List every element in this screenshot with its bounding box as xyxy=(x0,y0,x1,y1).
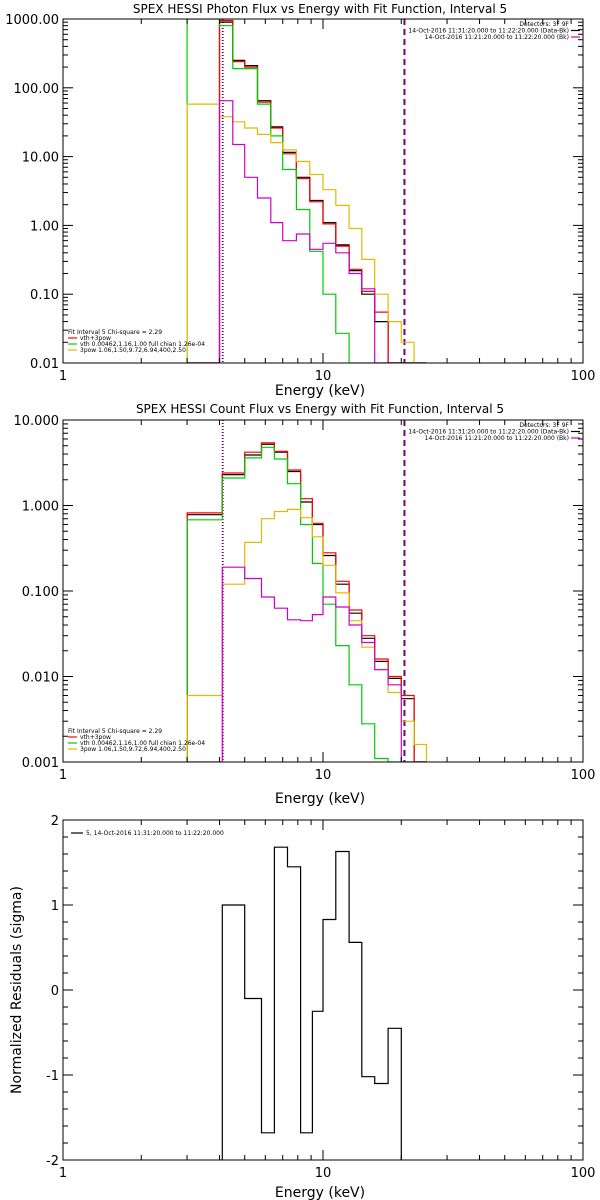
plot-frame xyxy=(62,18,584,364)
y-tick-label: 10.000 xyxy=(14,414,60,429)
legend-entry: vth 0.00462,1.16,1.00 full chian 1.26e-0… xyxy=(80,341,205,348)
x-tick-label: 10 xyxy=(315,369,332,384)
series-1-histogram xyxy=(187,19,427,363)
header-text: 14-Oct-2016 11:21:20.000 to 11:22:20.000… xyxy=(425,34,569,41)
x-tick-label: 100 xyxy=(571,369,596,384)
x-tick-label: 100 xyxy=(571,1166,596,1181)
y-tick-label: 100.00 xyxy=(14,82,60,97)
residuals-panel: Energy (keV) Normalized Residuals (sigma… xyxy=(9,814,595,1200)
series-3-histogram xyxy=(186,103,427,363)
series-4-histogram xyxy=(187,566,427,762)
legend-entry: vth+3pow xyxy=(80,335,111,342)
legend-entry: Fit Interval 5 Chi-square = 2.29 xyxy=(68,728,162,735)
y-tick-label: 0 xyxy=(51,984,59,999)
header-text: 14-Oct-2016 11:31:20.000 to 11:22:20.000… xyxy=(408,429,569,436)
header-text: Detectors: 3F 9F xyxy=(519,422,569,429)
x-axis-label: Energy (keV) xyxy=(275,383,365,399)
y-tick-label: 2 xyxy=(51,814,59,829)
series-4-histogram xyxy=(187,100,427,363)
y-tick-label: 0.100 xyxy=(22,585,59,600)
legend-entry: 3pow 1.06,1.50,9.72,6.94,400,2.50 xyxy=(80,746,186,753)
legend-entry: 3pow 1.06,1.50,9.72,6.94,400,2.50 xyxy=(80,347,186,354)
y-tick-label: 0.10 xyxy=(30,288,59,303)
y-tick-label: -2 xyxy=(46,1154,59,1169)
y-tick-label: 10.00 xyxy=(22,151,59,166)
x-tick-label: 1 xyxy=(59,768,67,783)
legend-entry: vth 0.00462,1.16,1.00 full chian 1.26e-0… xyxy=(80,740,205,747)
x-axis-label: Energy (keV) xyxy=(275,1185,365,1200)
series-2-histogram xyxy=(186,19,427,363)
y-tick-label: 0.001 xyxy=(22,756,59,771)
x-tick-label: 1 xyxy=(59,1166,67,1181)
chart-title: SPEX HESSI Photon Flux vs Energy with Fi… xyxy=(133,2,507,16)
header-text: 14-Oct-2016 11:31:20.000 to 11:22:20.000… xyxy=(408,28,569,35)
series-2-histogram xyxy=(186,446,427,762)
photon-flux-panel: SPEX HESSI Photon Flux vs Energy with Fi… xyxy=(5,2,595,399)
x-axis-label: Energy (keV) xyxy=(275,791,365,807)
count-flux-panel: SPEX HESSI Count Flux vs Energy with Fit… xyxy=(14,402,596,807)
chart-title: SPEX HESSI Count Flux vs Energy with Fit… xyxy=(136,402,504,416)
x-tick-label: 10 xyxy=(315,768,332,783)
series-3-histogram xyxy=(186,508,428,762)
y-tick-label: 1.00 xyxy=(30,219,59,234)
legend-entry: Fit Interval 5 Chi-square = 2.29 xyxy=(68,329,162,336)
x-tick-label: 10 xyxy=(315,1166,332,1181)
y-tick-label: -1 xyxy=(46,1069,59,1084)
y-tick-label: 1000.00 xyxy=(5,13,59,28)
legend-entry: 5, 14-Oct-2016 11:31:20.000 to 11:22:20.… xyxy=(86,830,224,837)
legend-entry: vth+3pow xyxy=(80,734,111,741)
y-tick-label: 0.01 xyxy=(30,357,59,372)
x-tick-label: 1 xyxy=(59,369,67,384)
series-0-histogram xyxy=(221,846,402,1160)
y-axis-label: Normalized Residuals (sigma) xyxy=(9,886,25,1094)
y-tick-label: 0.010 xyxy=(22,671,59,686)
header-text: Detectors: 3F 9F xyxy=(519,21,569,28)
header-text: 14-Oct-2016 11:21:20.000 to 11:22:20.000… xyxy=(425,435,569,442)
x-tick-label: 100 xyxy=(571,768,596,783)
y-tick-label: 1 xyxy=(51,899,59,914)
y-tick-label: 1.000 xyxy=(22,500,59,515)
